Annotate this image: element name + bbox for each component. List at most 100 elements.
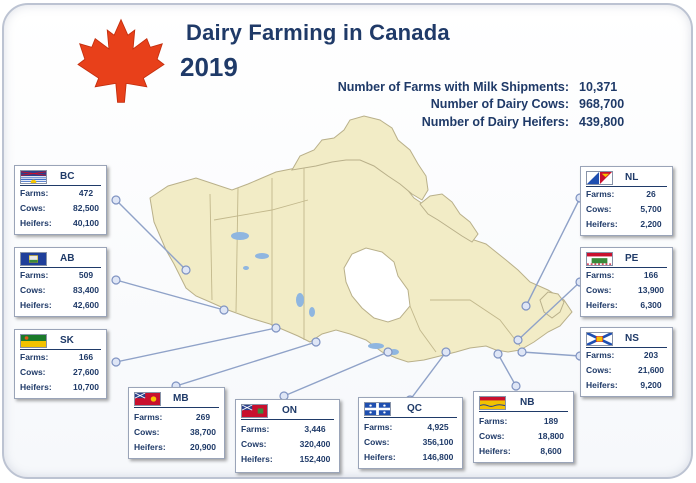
row-value-farms: 509 (78, 270, 94, 280)
province-borders (209, 168, 521, 353)
row-label-farms: Farms: (20, 352, 49, 362)
province-code: SK (60, 335, 74, 346)
row-value-farms: 203 (643, 350, 659, 360)
card-row-farms: Farms: 269 (134, 412, 218, 424)
row-label-cows: Cows: (241, 439, 267, 449)
row-label-farms: Farms: (586, 270, 615, 280)
row-value-cows: 21,600 (638, 365, 664, 375)
row-value-farms: 3,446 (304, 424, 326, 434)
row-label-cows: Cows: (586, 204, 612, 214)
province-card-sk: SK Farms: 166 Cows: 27,600 Heifers: 10,700 (14, 329, 107, 399)
stat-label-cows: Number of Dairy Cows: (430, 97, 569, 111)
row-value-heifers: 8,600 (540, 446, 562, 456)
province-flag-icon (134, 392, 161, 406)
row-label-cows: Cows: (20, 367, 46, 377)
newfoundland (539, 291, 565, 319)
card-row-heifers: Heifers: 146,800 (364, 452, 456, 464)
province-card-qc: QC Farms: 4,925 Cows: 356,100 Heifers: 146,800 (358, 397, 463, 469)
card-divider (241, 419, 334, 420)
card-row-heifers: Heifers: 152,400 (241, 454, 333, 466)
row-label-heifers: Heifers: (20, 382, 52, 392)
province-code: BC (60, 171, 75, 182)
card-row-farms: Farms: 189 (479, 416, 567, 428)
province-flag-icon (586, 332, 613, 346)
card-row-heifers: Heifers: 8,600 (479, 446, 567, 458)
card-row-heifers: Heifers: 9,200 (586, 380, 666, 392)
row-value-cows: 38,700 (190, 427, 216, 437)
province-flag-icon (586, 171, 613, 185)
row-value-heifers: 20,900 (190, 442, 216, 452)
row-value-cows: 5,700 (640, 204, 662, 214)
card-row-farms: Farms: 166 (586, 270, 666, 282)
row-value-cows: 356,100 (422, 437, 454, 447)
row-label-heifers: Heifers: (479, 446, 511, 456)
row-value-farms: 166 (643, 270, 659, 280)
card-row-cows: Cows: 13,900 (586, 285, 666, 297)
card-row-heifers: Heifers: 10,700 (20, 382, 100, 394)
province-code: ON (282, 405, 297, 416)
row-label-heifers: Heifers: (20, 218, 52, 228)
card-row-cows: Cows: 83,400 (20, 285, 100, 297)
row-label-heifers: Heifers: (134, 442, 166, 452)
province-card-nb: NB Farms: 189 Cows: 18,800 Heifers: 8,600 (473, 391, 574, 463)
row-label-heifers: Heifers: (20, 300, 52, 310)
province-code: PE (625, 253, 639, 264)
maple-leaf-icon (77, 18, 165, 103)
arctic-islands (291, 115, 429, 201)
province-flag-icon (20, 170, 47, 184)
row-label-farms: Farms: (586, 350, 615, 360)
card-row-cows: Cows: 18,800 (479, 431, 567, 443)
row-label-cows: Cows: (479, 431, 505, 441)
province-flag-icon (586, 252, 613, 266)
row-label-farms: Farms: (586, 189, 615, 199)
card-divider (134, 407, 219, 408)
card-divider (20, 185, 101, 186)
row-label-heifers: Heifers: (586, 300, 618, 310)
stat-value-cows: 968,700 (579, 97, 625, 111)
row-value-heifers: 152,400 (299, 454, 331, 464)
province-flag-icon (479, 396, 506, 410)
province-code: AB (60, 253, 75, 264)
row-value-farms: 269 (195, 412, 211, 422)
province-card-ab: AB Farms: 509 Cows: 83,400 Heifers: 42,600 (14, 247, 107, 317)
card-row-farms: Farms: 203 (586, 350, 666, 362)
row-label-cows: Cows: (586, 365, 612, 375)
province-flag-icon (241, 404, 268, 418)
stat-value-farms: 10,371 (579, 80, 618, 94)
row-value-farms: 4,925 (427, 422, 449, 432)
province-card-pe: PE Farms: 166 Cows: 13,900 Heifers: 6,300 (580, 247, 673, 317)
card-row-cows: Cows: 27,600 (20, 367, 100, 379)
card-divider (586, 347, 667, 348)
province-code: NB (520, 397, 535, 408)
stat-value-heifers: 439,800 (579, 115, 625, 129)
row-value-cows: 13,900 (638, 285, 664, 295)
row-label-farms: Farms: (364, 422, 393, 432)
stat-label-heifers: Number of Dairy Heifers: (421, 115, 569, 129)
province-card-bc: BC Farms: 472 Cows: 82,500 Heifers: 40,100 (14, 165, 107, 235)
card-row-farms: Farms: 166 (20, 352, 100, 364)
row-value-heifers: 2,200 (640, 219, 662, 229)
card-row-farms: Farms: 509 (20, 270, 100, 282)
row-value-cows: 82,500 (73, 203, 99, 213)
card-divider (586, 186, 667, 187)
province-card-mb: MB Farms: 269 Cows: 38,700 Heifers: 20,900 (128, 387, 225, 459)
card-row-farms: Farms: 472 (20, 188, 100, 200)
card-row-cows: Cows: 21,600 (586, 365, 666, 377)
card-row-cows: Cows: 82,500 (20, 203, 100, 215)
card-row-heifers: Heifers: 40,100 (20, 218, 100, 230)
row-label-heifers: Heifers: (586, 219, 618, 229)
row-value-farms: 166 (78, 352, 94, 362)
row-label-heifers: Heifers: (586, 380, 618, 390)
card-divider (586, 267, 667, 268)
row-label-cows: Cows: (134, 427, 160, 437)
province-card-ns: NS Farms: 203 Cows: 21,600 Heifers: 9,200 (580, 327, 673, 397)
province-card-on: ON Farms: 3,446 Cows: 320,400 Heifers: 152,400 (235, 399, 340, 473)
connector-lines (115, 197, 581, 401)
row-label-farms: Farms: (20, 270, 49, 280)
province-flag-icon (364, 402, 391, 416)
province-flag-icon (20, 334, 47, 348)
card-row-farms: Farms: 3,446 (241, 424, 333, 436)
card-divider (364, 417, 457, 418)
row-value-heifers: 146,800 (422, 452, 454, 462)
row-label-cows: Cows: (20, 203, 46, 213)
